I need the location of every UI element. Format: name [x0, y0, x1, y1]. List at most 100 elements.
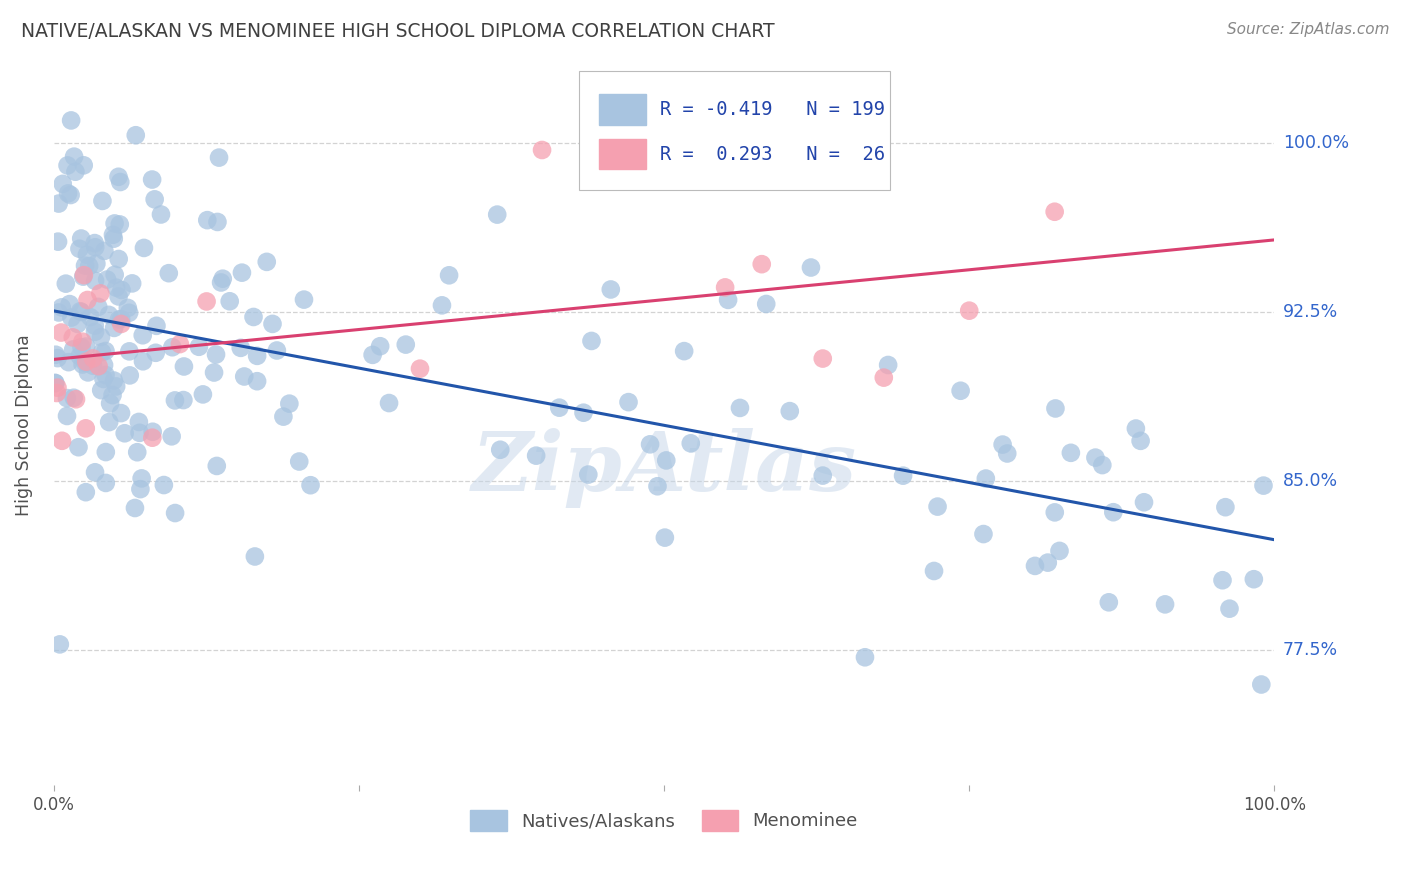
Point [141, 172, 163, 186]
Point [63, 150, 86, 164]
Point [44, 376, 66, 390]
Point [69, 349, 91, 363]
Point [59, 188, 82, 202]
Point [995, 446, 1018, 460]
Point [246, 374, 269, 388]
Point [131, 471, 153, 485]
Point [1125, 421, 1147, 435]
Point [548, 401, 571, 415]
Point [143, 192, 166, 206]
Point [83, 318, 105, 333]
Point [86, 257, 108, 271]
Point [94, 368, 117, 382]
Point [107, 169, 129, 184]
Point [1049, 544, 1071, 558]
Point [779, 404, 801, 418]
Point [205, 347, 228, 361]
Point [69, 304, 91, 318]
Point [1253, 478, 1275, 492]
Point [114, 426, 136, 441]
Point [125, 128, 148, 143]
Point [52, 177, 75, 191]
Point [1215, 500, 1237, 515]
Point [87, 300, 110, 314]
Point [991, 437, 1014, 451]
Point [56, 409, 79, 423]
Point [98, 415, 121, 429]
Point [145, 318, 167, 333]
Point [292, 293, 315, 307]
Point [288, 454, 311, 468]
Point [430, 298, 453, 312]
Point [67, 440, 90, 454]
Point [1091, 458, 1114, 472]
Point [82, 359, 104, 373]
Point [811, 468, 834, 483]
Point [957, 303, 980, 318]
Point [153, 478, 176, 492]
Point [647, 479, 669, 493]
Point [262, 317, 284, 331]
Point [877, 358, 900, 372]
Point [44, 376, 66, 390]
Point [118, 344, 141, 359]
Point [62, 330, 84, 344]
Point [278, 397, 301, 411]
Point [76, 248, 98, 262]
Point [77, 365, 100, 379]
Point [1024, 558, 1046, 573]
Point [46, 351, 69, 365]
Point [617, 395, 640, 409]
Text: 85.0%: 85.0% [1282, 472, 1339, 490]
Point [121, 277, 143, 291]
Point [56, 186, 79, 201]
Point [62, 343, 84, 357]
Point [202, 366, 225, 380]
Point [117, 301, 139, 315]
Point [45, 386, 67, 401]
Point [84, 465, 107, 479]
Point [124, 500, 146, 515]
Point [107, 252, 129, 266]
Point [132, 241, 155, 255]
Point [1211, 573, 1233, 587]
Text: NATIVE/ALASKAN VS MENOMINEE HIGH SCHOOL DIPLOMA CORRELATION CHART: NATIVE/ALASKAN VS MENOMINEE HIGH SCHOOL … [21, 22, 775, 41]
Point [103, 232, 125, 246]
Point [409, 361, 432, 376]
Point [207, 215, 229, 229]
Point [205, 458, 228, 473]
Point [82, 351, 104, 366]
Point [75, 354, 97, 368]
Point [66, 317, 89, 331]
FancyBboxPatch shape [579, 71, 890, 190]
Point [110, 283, 132, 297]
Point [83, 236, 105, 251]
Point [128, 415, 150, 429]
Y-axis label: High School Diploma: High School Diploma [15, 334, 32, 516]
Point [1250, 677, 1272, 691]
Point [576, 467, 599, 482]
Point [51, 301, 73, 315]
Point [654, 531, 676, 545]
Text: R =  0.293   N =  26: R = 0.293 N = 26 [661, 145, 886, 164]
Point [101, 388, 124, 402]
Point [97, 308, 120, 322]
Point [73, 268, 96, 282]
Point [173, 359, 195, 374]
Point [673, 344, 696, 359]
Point [141, 431, 163, 445]
Point [172, 393, 194, 408]
Text: 77.5%: 77.5% [1282, 641, 1339, 659]
Bar [599, 139, 645, 169]
Point [51, 434, 73, 448]
Point [524, 449, 547, 463]
Point [84, 325, 107, 339]
Point [98, 396, 121, 410]
Point [160, 429, 183, 443]
Point [361, 348, 384, 362]
Point [90, 383, 112, 397]
Point [1098, 595, 1121, 609]
Point [679, 436, 702, 450]
Point [755, 297, 778, 311]
Point [72, 358, 94, 372]
